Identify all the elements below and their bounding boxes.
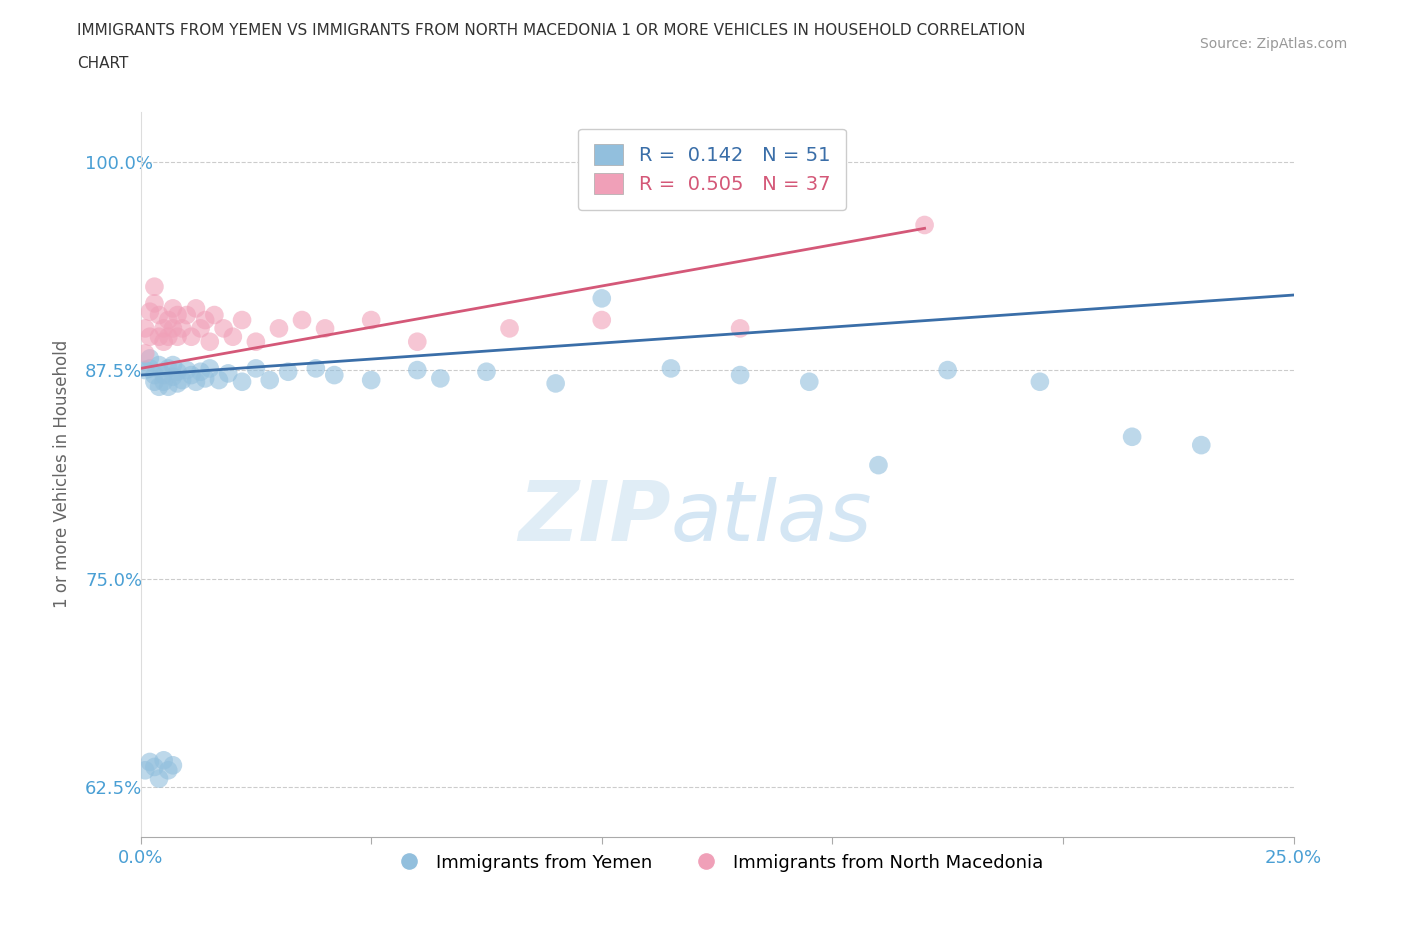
Point [259, 373, 281, 388]
Point [198, 361, 221, 376]
Point [406, 334, 429, 349]
Point [134, 346, 156, 361]
Point [360, 373, 382, 388]
Point [152, 753, 174, 768]
Point [591, 312, 613, 327]
Point [305, 361, 328, 376]
Point [184, 301, 207, 316]
Point [157, 379, 180, 394]
Point [184, 374, 207, 389]
Point [406, 363, 429, 378]
Point [1029, 374, 1052, 389]
Point [143, 279, 166, 294]
Point [134, 321, 156, 336]
Point [157, 312, 180, 327]
Point [157, 329, 180, 344]
Point [148, 379, 170, 394]
Point [245, 334, 267, 349]
Point [360, 312, 382, 327]
Text: ZIP: ZIP [519, 477, 671, 558]
Point [245, 361, 267, 376]
Point [148, 308, 170, 323]
Point [143, 374, 166, 389]
Point [728, 367, 751, 382]
Point [139, 361, 162, 376]
Point [1189, 438, 1212, 453]
Point [591, 291, 613, 306]
Point [139, 304, 162, 319]
Point [152, 321, 174, 336]
Legend: Immigrants from Yemen, Immigrants from North Macedonia: Immigrants from Yemen, Immigrants from N… [384, 846, 1050, 879]
Point [139, 351, 162, 365]
Point [222, 329, 245, 344]
Point [231, 312, 253, 327]
Y-axis label: 1 or more Vehicles in Household: 1 or more Vehicles in Household [53, 340, 72, 608]
Point [166, 308, 188, 323]
Point [194, 312, 217, 327]
Point [180, 367, 202, 382]
Point [162, 758, 184, 773]
Point [134, 363, 156, 378]
Point [323, 367, 346, 382]
Point [728, 321, 751, 336]
Point [157, 763, 180, 777]
Point [148, 358, 170, 373]
Point [267, 321, 290, 336]
Point [429, 371, 451, 386]
Point [152, 334, 174, 349]
Point [1121, 430, 1143, 445]
Point [544, 376, 567, 391]
Point [498, 321, 520, 336]
Point [152, 367, 174, 382]
Point [914, 218, 936, 232]
Point [172, 321, 194, 336]
Point [143, 760, 166, 775]
Point [166, 329, 188, 344]
Point [162, 321, 184, 336]
Point [162, 358, 184, 373]
Point [166, 376, 188, 391]
Point [659, 361, 682, 376]
Text: Source: ZipAtlas.com: Source: ZipAtlas.com [1199, 37, 1347, 51]
Point [180, 329, 202, 344]
Point [152, 374, 174, 389]
Point [166, 365, 188, 379]
Point [143, 296, 166, 311]
Point [868, 458, 890, 472]
Point [190, 365, 212, 379]
Point [143, 367, 166, 382]
Point [198, 334, 221, 349]
Point [936, 363, 959, 378]
Point [148, 329, 170, 344]
Point [139, 754, 162, 769]
Point [475, 365, 498, 379]
Text: IMMIGRANTS FROM YEMEN VS IMMIGRANTS FROM NORTH MACEDONIA 1 OR MORE VEHICLES IN H: IMMIGRANTS FROM YEMEN VS IMMIGRANTS FROM… [77, 23, 1026, 38]
Point [314, 321, 336, 336]
Point [190, 321, 212, 336]
Point [162, 369, 184, 384]
Text: atlas: atlas [671, 477, 873, 558]
Text: CHART: CHART [77, 56, 129, 71]
Point [134, 763, 156, 777]
Point [148, 771, 170, 786]
Point [231, 374, 253, 389]
Point [194, 371, 217, 386]
Point [139, 329, 162, 344]
Point [208, 373, 231, 388]
Point [176, 308, 198, 323]
Point [291, 312, 314, 327]
Point [202, 308, 225, 323]
Point [799, 374, 821, 389]
Point [157, 361, 180, 376]
Point [217, 366, 239, 381]
Point [162, 301, 184, 316]
Point [172, 373, 194, 388]
Point [277, 365, 299, 379]
Point [176, 363, 198, 378]
Point [212, 321, 235, 336]
